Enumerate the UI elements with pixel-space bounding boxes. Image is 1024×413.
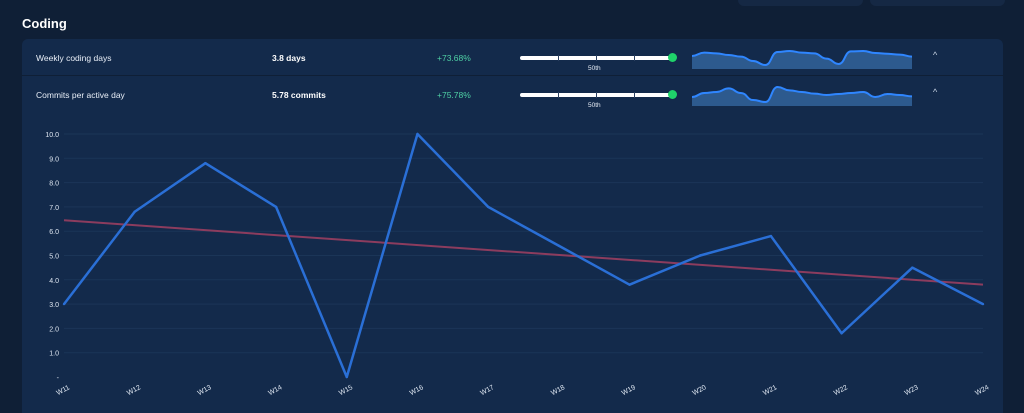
data-point [840, 332, 843, 335]
x-tick-label: W20 [692, 384, 708, 397]
data-point [204, 161, 207, 165]
data-point [628, 283, 631, 286]
percentile-bar [520, 55, 672, 61]
data-point [699, 254, 702, 257]
x-tick-label: W24 [974, 384, 990, 397]
data-point [486, 205, 490, 209]
y-tick-label: 9.0 [49, 156, 59, 163]
trend-line [63, 219, 984, 286]
sparkline [692, 49, 912, 69]
percentile-tick [596, 55, 597, 61]
metric-value: 3.8 days [272, 53, 306, 63]
data-point [274, 205, 278, 209]
y-tick-label: 8.0 [49, 181, 59, 188]
data-point [416, 132, 419, 136]
x-tick-label: W23 [904, 384, 920, 397]
chevron-up-icon[interactable]: ^ [933, 50, 938, 60]
metric-label: Commits per active day [36, 90, 125, 100]
percentile-tick [558, 92, 559, 98]
data-point [133, 210, 136, 213]
series-line [63, 132, 984, 379]
section-title: Coding [22, 16, 67, 31]
percentile-bar [520, 92, 672, 98]
y-tick-label: 2.0 [49, 326, 59, 333]
x-tick-label: W13 [197, 384, 213, 397]
metric-value: 5.78 commits [272, 90, 326, 100]
x-tick-label: W12 [126, 384, 142, 397]
x-tick-label: W21 [762, 384, 778, 397]
x-tick-label: W16 [409, 384, 425, 397]
chevron-up-icon[interactable]: ^ [933, 87, 938, 97]
percentile-label: 50th [588, 102, 601, 109]
y-tick-label: - [57, 375, 60, 382]
row-divider [22, 75, 1003, 76]
sparkline-line [692, 85, 912, 104]
metric-row-commits-per-active-day[interactable]: Commits per active day 5.78 commits +75.… [22, 76, 1003, 112]
x-tick-label: W22 [833, 384, 849, 397]
x-tick-label: W17 [479, 384, 495, 397]
metrics-panel: Weekly coding days 3.8 days +73.68% 50th… [22, 39, 1003, 413]
percentile-marker [668, 53, 677, 62]
y-tick-label: 4.0 [49, 278, 59, 285]
metric-label: Weekly coding days [36, 53, 112, 63]
percentile-marker [668, 90, 677, 99]
sparkline-line [692, 49, 912, 67]
data-point [769, 234, 773, 238]
x-tick-label: W19 [621, 384, 637, 397]
percentile-tick [634, 92, 635, 98]
y-tick-label: 3.0 [49, 302, 59, 309]
y-tick-label: 7.0 [49, 205, 59, 212]
y-tick-label: 6.0 [49, 229, 59, 236]
y-tick-label: 1.0 [49, 351, 59, 358]
metric-change: +73.68% [437, 53, 471, 63]
x-tick-label: W18 [550, 384, 566, 397]
percentile-tick [634, 55, 635, 61]
metric-change: +75.78% [437, 90, 471, 100]
x-tick-label: W14 [267, 384, 283, 397]
data-point [62, 302, 66, 306]
y-tick-label: 5.0 [49, 254, 59, 261]
sparkline [692, 85, 912, 106]
metric-row-weekly-coding-days[interactable]: Weekly coding days 3.8 days +73.68% 50th… [22, 39, 1003, 76]
x-tick-label: W11 [56, 384, 72, 397]
data-point [911, 266, 914, 269]
y-tick-label: 10.0 [45, 132, 59, 139]
sparkline-area [692, 51, 912, 69]
top-card-left[interactable] [738, 0, 863, 6]
x-tick-label: W15 [338, 384, 354, 397]
percentile-tick [558, 55, 559, 61]
data-point [981, 302, 985, 306]
top-card-right[interactable] [870, 0, 1005, 6]
data-point [345, 375, 348, 379]
data-point [557, 244, 561, 247]
percentile-tick [596, 92, 597, 98]
percentile-label: 50th [588, 65, 601, 72]
sparkline-area [692, 87, 912, 106]
